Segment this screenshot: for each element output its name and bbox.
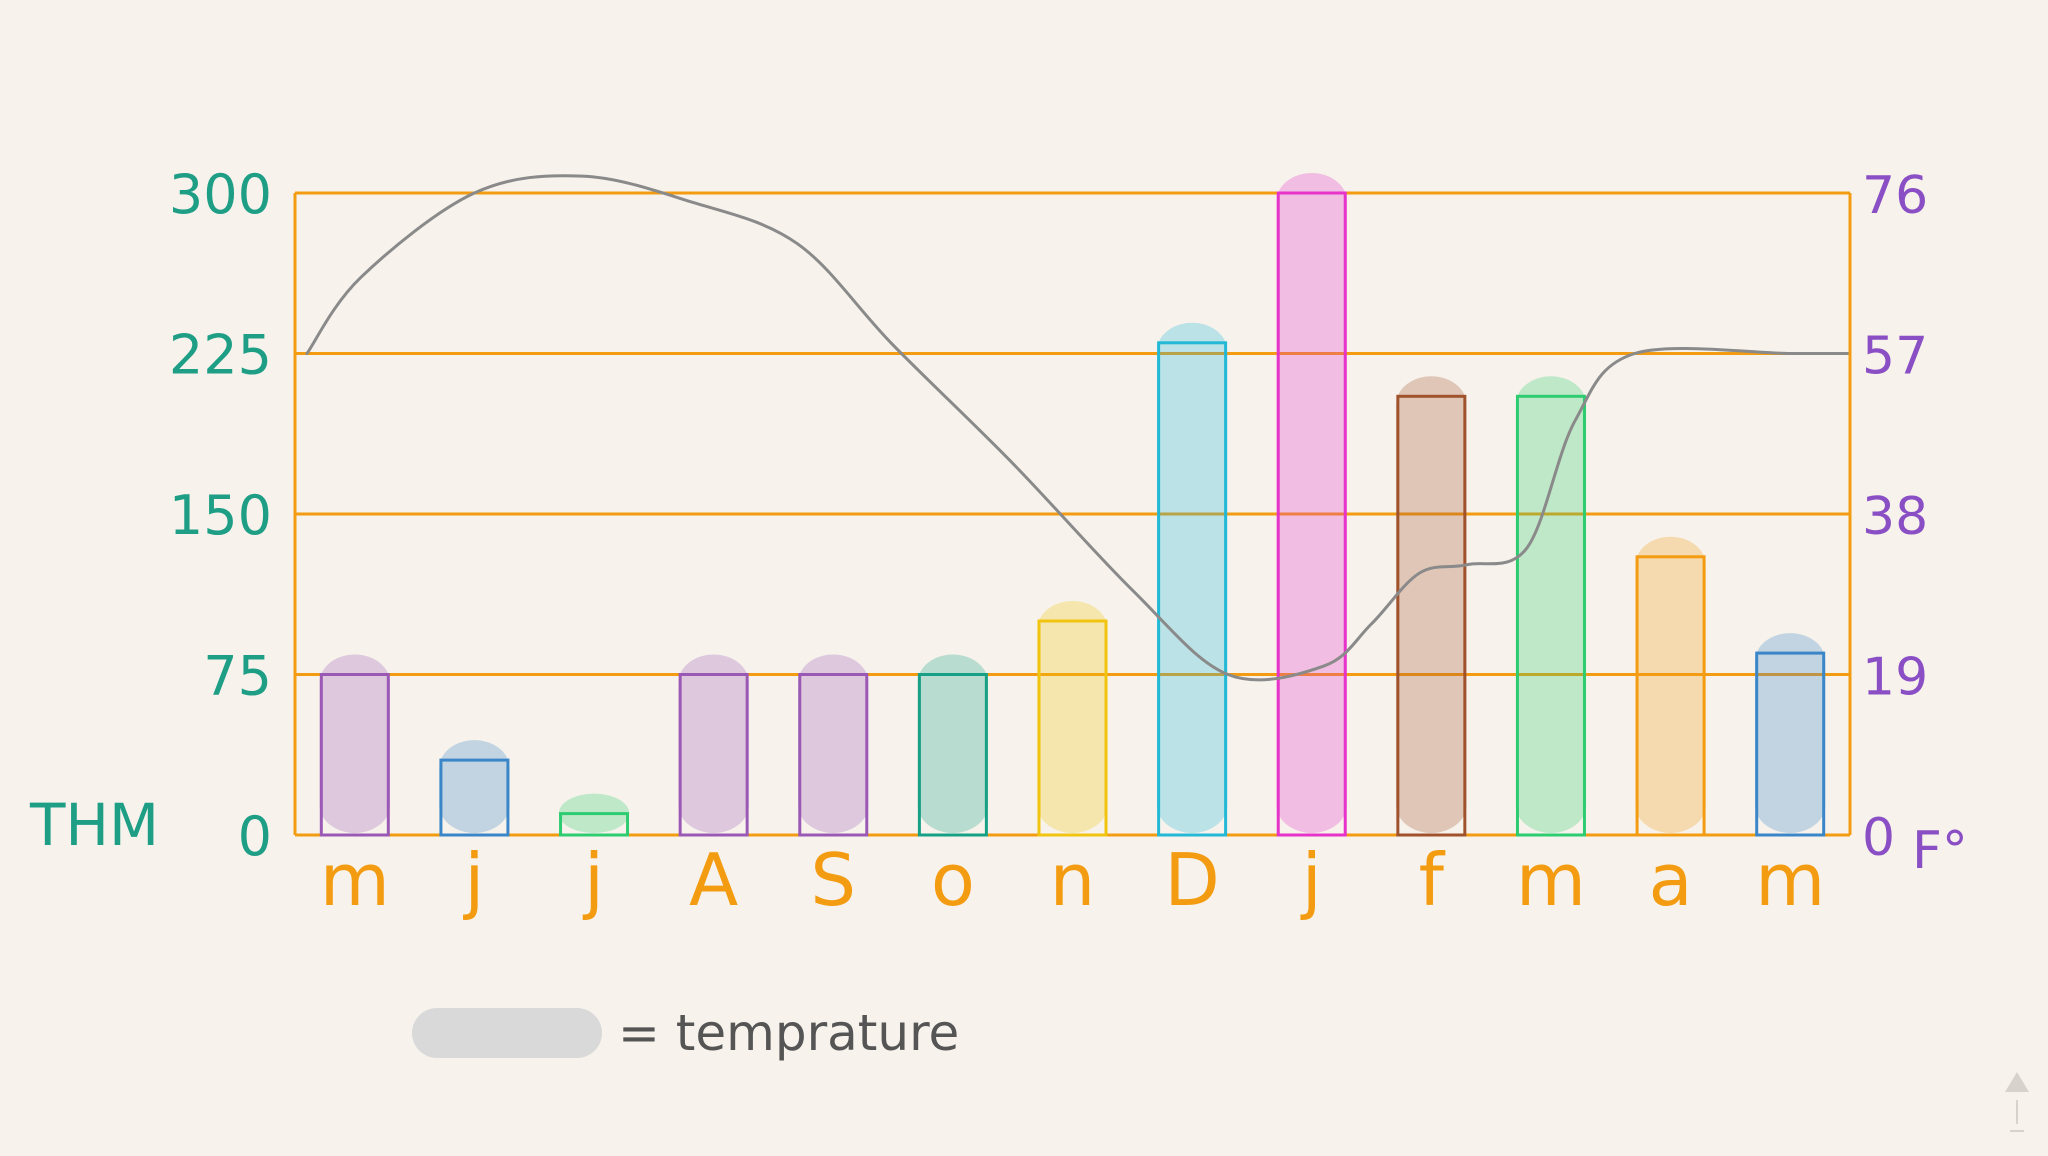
bar-fill-7 (1156, 322, 1228, 833)
bar-outline-8 (1276, 191, 1347, 837)
bar-8-j (1276, 173, 1347, 837)
bar-fill-10 (1515, 376, 1587, 833)
right-axis-unit: F° (1912, 821, 1968, 881)
bar-outline-5 (917, 673, 988, 837)
month-label-10: m (1516, 838, 1586, 922)
month-label-8: j (1300, 838, 1322, 922)
plot-frame (293, 193, 1852, 835)
left-tick-225: 225 (169, 324, 272, 387)
legend-swatch (412, 1008, 602, 1058)
right-tick-76: 76 (1862, 166, 1928, 226)
bar-11-a (1635, 536, 1706, 837)
bar-fill-11 (1635, 536, 1706, 833)
scroll-track (2016, 1100, 2018, 1124)
month-label-11: a (1649, 838, 1693, 922)
legend: = temprature (412, 1004, 959, 1062)
bar-9-f (1396, 376, 1467, 837)
bar-outline-12 (1755, 651, 1826, 837)
month-label-6: n (1050, 838, 1096, 922)
bar-fill-1 (439, 740, 510, 833)
month-label-2: j (582, 838, 604, 922)
right-tick-57: 57 (1862, 327, 1928, 387)
bar-fill-4 (798, 654, 869, 833)
temperature-line (305, 174, 1852, 682)
bar-fill-9 (1396, 376, 1467, 833)
bar-fill-6 (1037, 601, 1108, 833)
left-tick-300: 300 (169, 163, 272, 226)
month-label-9: f (1419, 838, 1446, 922)
month-label-4: S (810, 838, 856, 922)
right-tick-0: 0 (1862, 808, 1895, 868)
left-tick-0: 0 (238, 805, 272, 868)
bar-3-A (678, 654, 749, 837)
month-label-0: m (320, 838, 390, 922)
scroll-indicator[interactable] (2000, 1072, 2034, 1142)
bar-6-n (1037, 601, 1108, 837)
left-tick-75: 75 (203, 645, 272, 708)
legend-label: = temprature (618, 1004, 959, 1062)
scroll-end-mark (2010, 1130, 2024, 1132)
bar-10-m (1515, 376, 1587, 837)
bar-outline-9 (1396, 394, 1467, 837)
bar-outline-0 (319, 673, 390, 837)
month-label-3: A (689, 838, 738, 922)
left-axis-unit: THM (29, 791, 159, 859)
bar-fill-5 (917, 654, 989, 833)
bar-outline-4 (798, 673, 869, 837)
bars (319, 173, 1826, 837)
bar-outline-3 (678, 673, 749, 837)
left-tick-150: 150 (169, 484, 272, 547)
bar-outline-2 (559, 812, 630, 837)
bar-outline-10 (1515, 394, 1586, 837)
scroll-up-arrow-icon[interactable] (2005, 1072, 2029, 1092)
month-label-5: o (931, 838, 975, 922)
bar-fill-0 (319, 654, 390, 833)
right-tick-38: 38 (1862, 487, 1928, 547)
month-label-12: m (1755, 838, 1825, 922)
bar-fill-12 (1755, 633, 1826, 833)
left-axis-ticks: 0 75 150 225 300 (169, 163, 272, 868)
grid-lines (295, 191, 1850, 837)
month-label-1: j (462, 838, 484, 922)
bar-outline-1 (439, 758, 510, 837)
month-label-7: D (1164, 838, 1219, 922)
right-tick-19: 19 (1862, 648, 1928, 708)
bar-fill-8 (1276, 173, 1347, 833)
bar-outline-11 (1635, 555, 1706, 837)
bar-2-j (558, 793, 630, 837)
bar-4-S (798, 654, 869, 837)
bar-0-m (319, 654, 390, 837)
right-axis-ticks: 0 19 38 57 76 (1862, 166, 1928, 868)
bar-outline-6 (1037, 619, 1108, 837)
bar-fill-3 (678, 654, 749, 833)
bar-5-o (917, 654, 989, 837)
bar-12-m (1755, 633, 1826, 837)
bar-7-D (1156, 322, 1228, 837)
bar-outline-7 (1157, 341, 1228, 837)
bar-1-j (439, 740, 510, 837)
